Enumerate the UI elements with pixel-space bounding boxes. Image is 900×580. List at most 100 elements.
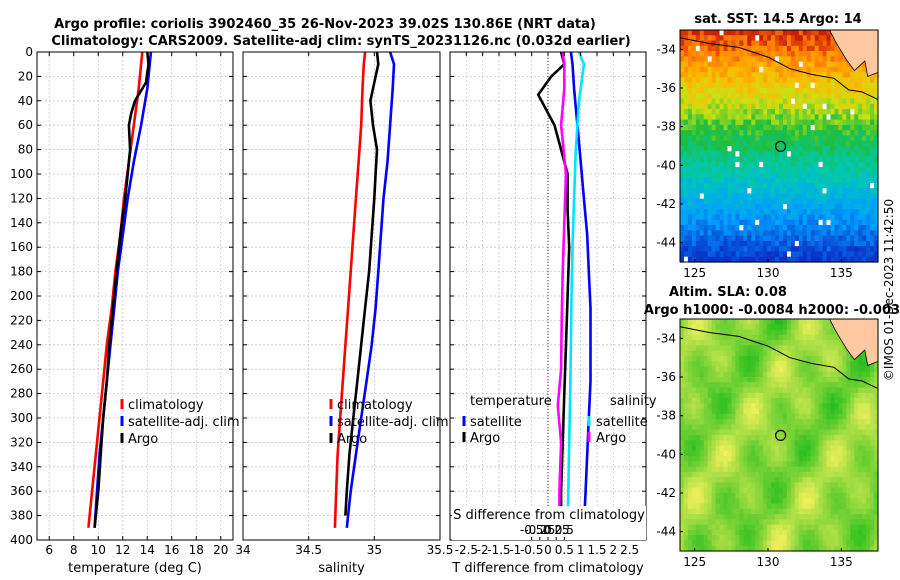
map-cell [695, 387, 701, 394]
map-cell [798, 66, 804, 73]
map-cell [870, 387, 875, 394]
map-cell [695, 503, 701, 510]
map-cell [711, 161, 717, 168]
map-cell [786, 319, 792, 325]
map-cell [794, 51, 800, 57]
map-cell [806, 350, 812, 357]
map-cell [874, 382, 879, 389]
map-cell [743, 246, 748, 253]
map-cell [711, 61, 717, 68]
map-cell [786, 98, 792, 105]
map-cell [703, 529, 709, 536]
map-cell [751, 482, 756, 489]
map-cell [695, 435, 701, 441]
map-cell [822, 130, 828, 137]
map-cell [854, 219, 859, 226]
map-cell [711, 361, 717, 368]
map-cell [767, 487, 772, 494]
map-cell [731, 56, 737, 63]
map-cell [739, 72, 744, 79]
map-cell [695, 72, 701, 79]
map-cell [699, 392, 705, 399]
map-cell [862, 413, 867, 420]
map-cell [779, 413, 784, 420]
map-cell [767, 329, 772, 336]
x-tick-label: -2.5 [455, 543, 478, 557]
map-cell [782, 251, 788, 258]
map-cell [680, 225, 685, 231]
map-cell [699, 124, 705, 131]
map-cell [703, 355, 709, 362]
map-cell [727, 471, 733, 478]
map-cell [786, 377, 792, 383]
map-cell [707, 519, 713, 526]
map-cell [743, 193, 748, 200]
map-cell [846, 61, 851, 68]
map-cell [810, 251, 816, 258]
map-cell [739, 151, 744, 158]
map-cell [683, 319, 689, 325]
map-cell [755, 440, 760, 447]
map-cell [826, 130, 832, 137]
map-cell [695, 256, 701, 263]
map-cell [782, 124, 788, 131]
map-cell [715, 193, 721, 200]
map-cell [814, 156, 820, 163]
map-cell [838, 109, 843, 115]
map-cell [731, 408, 737, 415]
map-cell [695, 324, 701, 331]
map-cell [842, 535, 847, 542]
map-cell [687, 519, 693, 526]
map-cell [854, 508, 859, 515]
map-cell [743, 382, 748, 389]
map-cell [743, 319, 748, 325]
series-line-satellite-adj-clim [345, 51, 396, 528]
map-cell [751, 514, 756, 520]
map-cell [771, 167, 776, 173]
map-cell [687, 340, 693, 346]
map-cell [866, 251, 871, 258]
map-cell [775, 246, 780, 253]
map-cell [786, 387, 792, 394]
map-cell [874, 156, 879, 163]
map-cell [798, 151, 804, 158]
map-cell [771, 524, 776, 531]
legend-label: satellite [470, 415, 522, 430]
map-cell [782, 345, 788, 352]
y-tick-label: 280 [10, 387, 33, 401]
map-cell [786, 77, 792, 84]
map-cell [735, 167, 740, 173]
map-cell [822, 429, 828, 436]
map-cell [719, 456, 725, 462]
map-cell [858, 77, 863, 84]
map-cell [798, 419, 804, 426]
map-cell [822, 30, 828, 36]
map-cell [695, 225, 701, 231]
map-cell [683, 514, 689, 520]
map-cell [715, 146, 721, 152]
map-cell [779, 487, 784, 494]
map-cell [759, 519, 764, 526]
map-cell [834, 119, 839, 126]
map-cell [838, 419, 843, 426]
map-cell [802, 235, 808, 242]
legend-label: satellite [596, 415, 648, 430]
map-cell [743, 72, 748, 79]
map-cell [707, 135, 713, 142]
map-cell [727, 51, 733, 57]
map-cell [862, 435, 867, 441]
map-cell [790, 146, 796, 152]
map-cell [854, 256, 859, 263]
map-cell [735, 514, 740, 520]
map-cell [747, 487, 752, 494]
map-cell [687, 477, 693, 484]
map-cell [854, 161, 859, 168]
map-cell [755, 167, 760, 173]
map-cell [822, 156, 828, 163]
map-cell [775, 230, 780, 237]
map-cell [846, 230, 851, 237]
map-cell [747, 114, 752, 121]
map-cell [680, 72, 685, 79]
map-cell [715, 392, 721, 399]
map-cell [810, 503, 816, 510]
